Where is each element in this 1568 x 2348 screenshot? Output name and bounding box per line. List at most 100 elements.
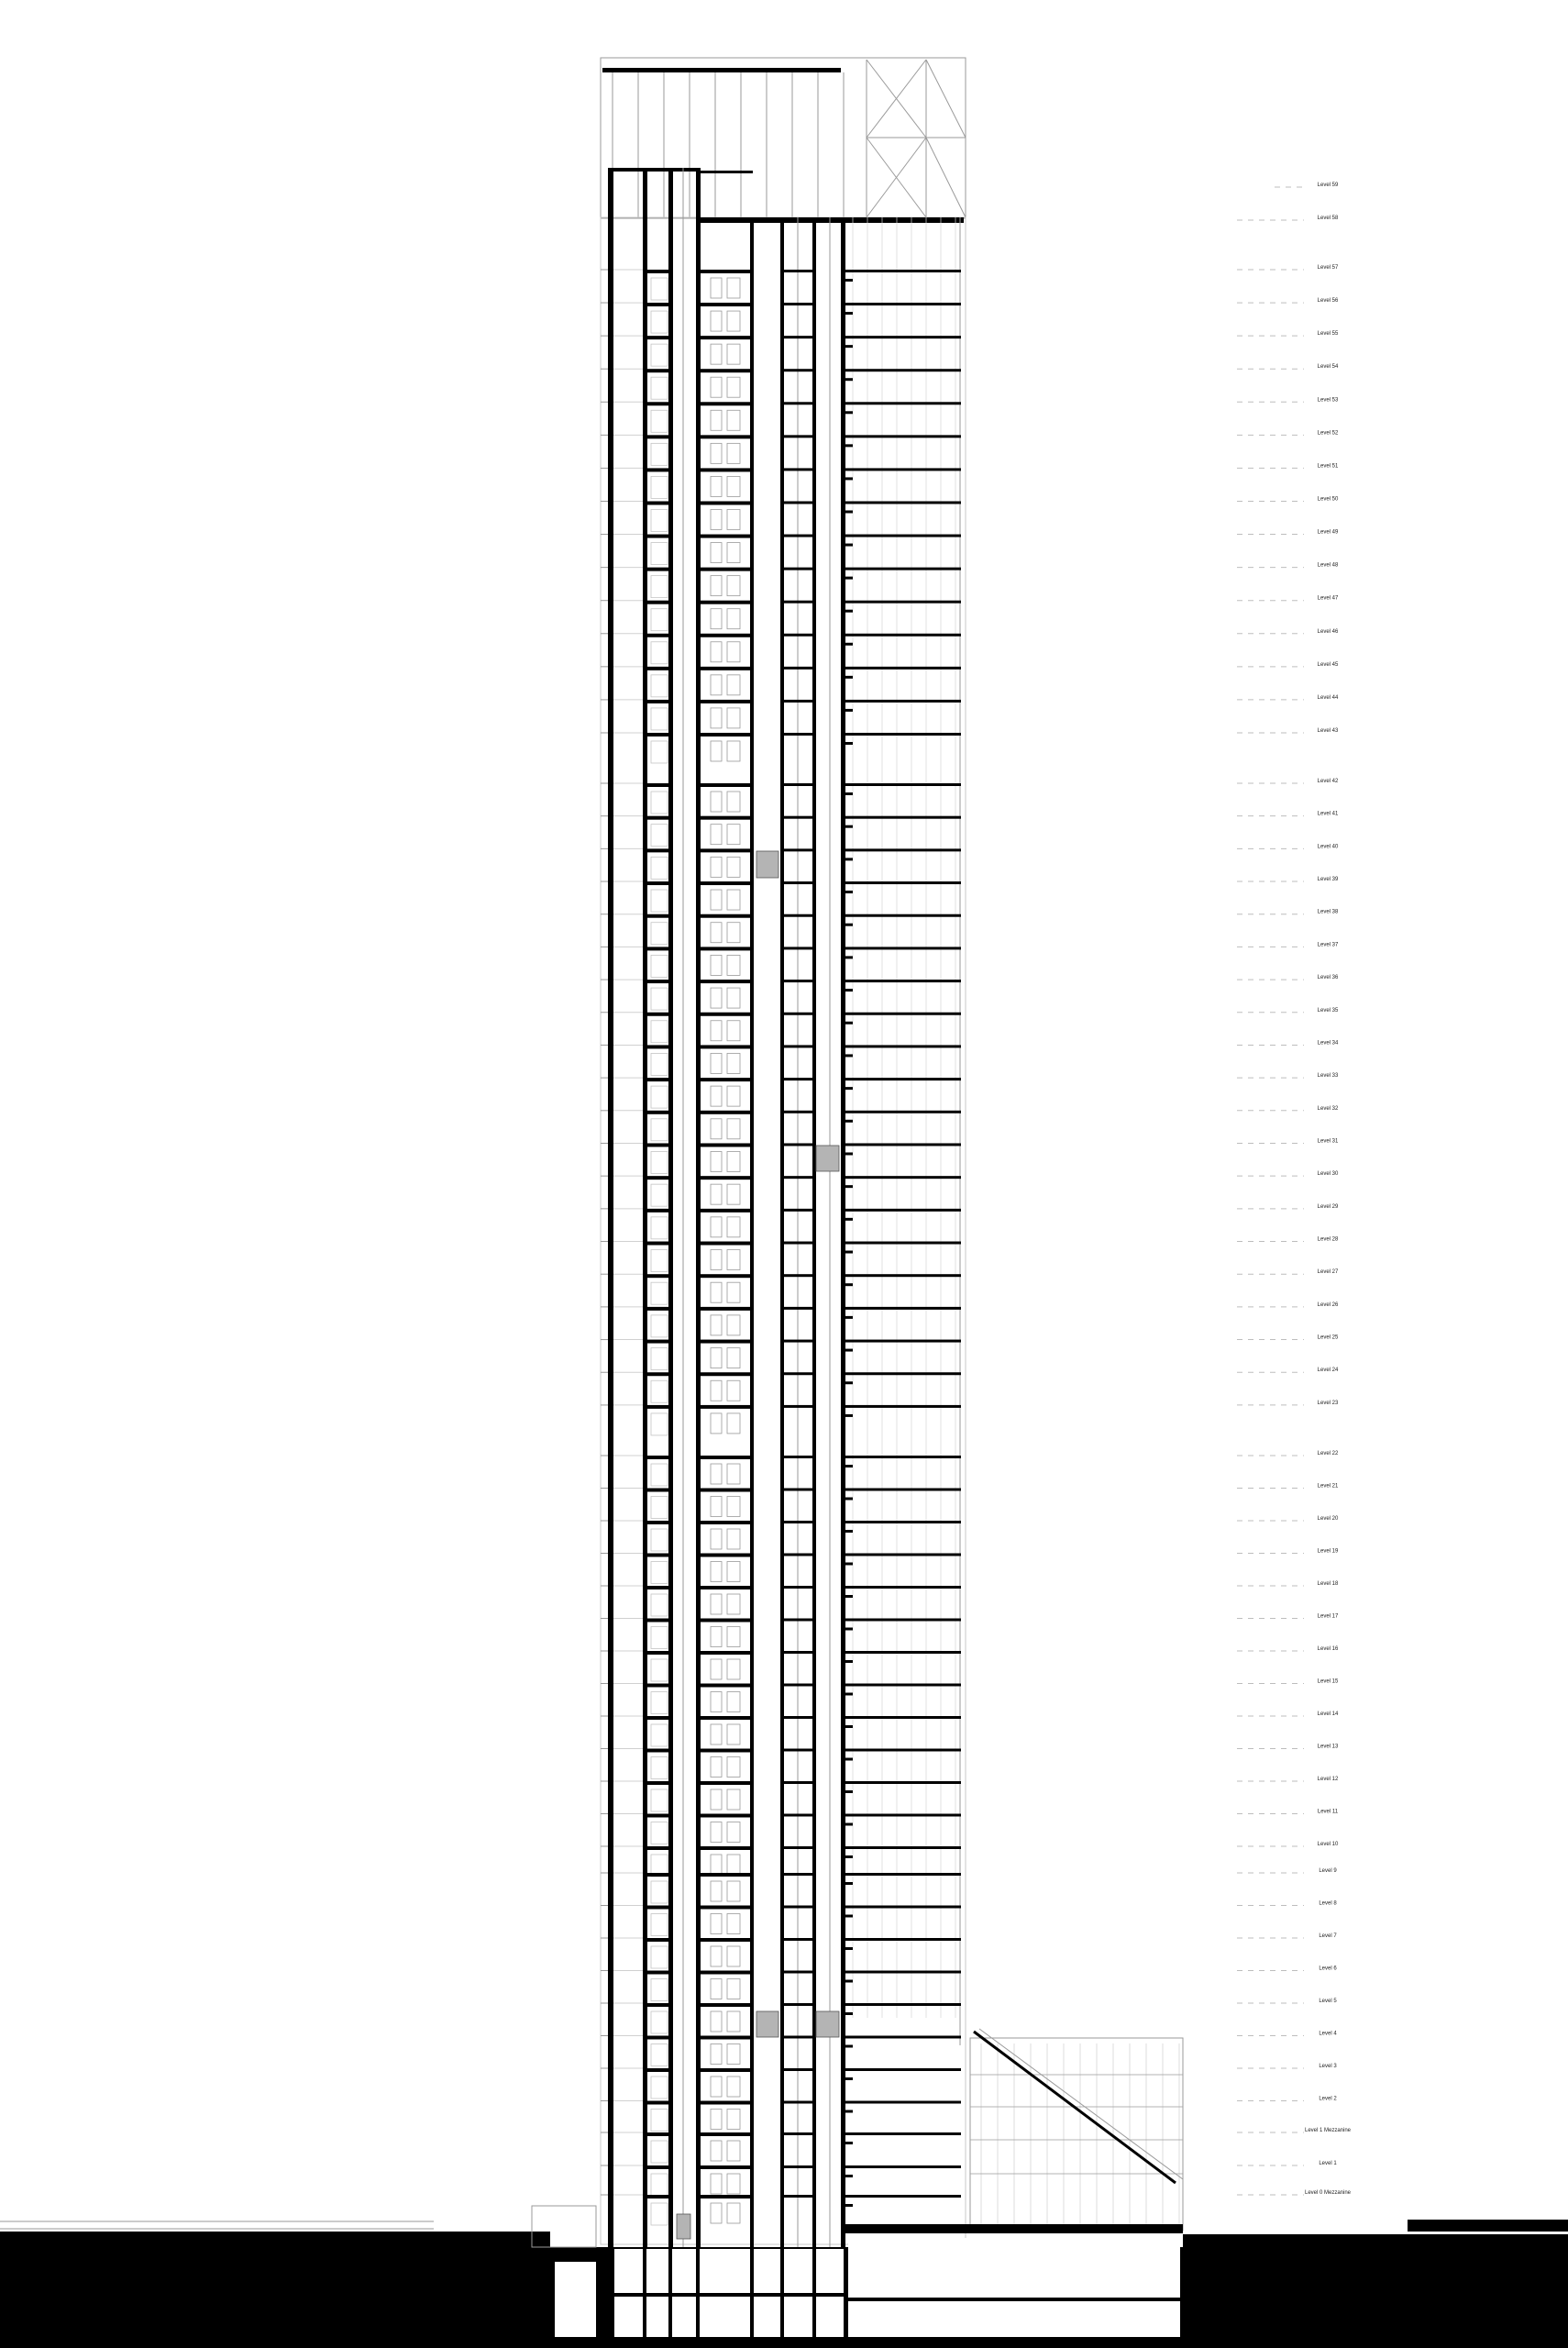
door	[710, 1789, 723, 1811]
door	[710, 1496, 723, 1517]
door	[650, 1183, 668, 1207]
door	[710, 343, 723, 365]
level-marker: Level 49	[1237, 530, 1339, 536]
floor-slab	[645, 732, 670, 737]
floor-slab	[845, 914, 961, 917]
door	[726, 889, 741, 911]
stair-landing	[845, 2077, 853, 2080]
door	[650, 922, 668, 946]
door	[726, 1281, 741, 1303]
level-marker: Level 16	[1237, 1646, 1339, 1652]
floor-slab	[700, 1404, 751, 1409]
diagonal-brace-edge	[978, 2028, 1184, 2180]
door	[726, 1183, 741, 1205]
door	[650, 1945, 668, 1969]
floor-slab	[700, 699, 751, 703]
door	[650, 1626, 668, 1649]
door	[726, 1314, 741, 1336]
floor-slab	[784, 1748, 813, 1752]
level-marker: Level 56	[1237, 298, 1339, 304]
level-label: Level 57	[1318, 265, 1339, 271]
floor-slab	[645, 369, 670, 373]
floor-slab	[784, 1372, 813, 1376]
floor-slab	[784, 303, 813, 306]
floor-slab	[700, 1938, 751, 1942]
floor-slab	[784, 2132, 813, 2135]
stair-landing	[845, 1855, 853, 1858]
stair-landing	[845, 1119, 853, 1123]
door	[726, 1085, 741, 1107]
stair-landing	[845, 1250, 853, 1254]
floor-slab	[845, 1716, 961, 1719]
door	[650, 1151, 668, 1174]
door	[710, 889, 723, 911]
podium-frame	[969, 2037, 1184, 2232]
level-marker: Level 36	[1237, 975, 1339, 980]
door	[710, 608, 723, 630]
floor-slab	[645, 2100, 670, 2105]
core-wall	[812, 217, 816, 2247]
floor-slab	[645, 1241, 670, 1246]
floor-slab	[845, 2132, 961, 2135]
door	[650, 509, 668, 532]
door	[710, 575, 723, 597]
floor-slab	[784, 1905, 813, 1909]
level-marker: Level 15	[1237, 1679, 1339, 1685]
door	[710, 955, 723, 976]
floor-slab	[845, 980, 961, 983]
level-label: Level 5	[1319, 1999, 1337, 2004]
floor-slab	[845, 848, 961, 852]
door	[650, 1379, 668, 1403]
stair-landing	[845, 2012, 853, 2015]
floor-slab	[845, 1683, 961, 1687]
stair-landing	[845, 1497, 853, 1501]
floor-slab	[700, 501, 751, 505]
level-marker: Level 9	[1237, 1868, 1337, 1874]
core-wall	[696, 168, 701, 2247]
floor-slab	[645, 1143, 670, 1147]
door	[650, 1528, 668, 1552]
stair-landing	[845, 1413, 853, 1417]
floor-slab	[700, 2068, 751, 2072]
door	[710, 542, 723, 563]
level-label: Level 2	[1319, 2097, 1337, 2102]
level-label: Level 11	[1318, 1810, 1339, 1815]
floor-slab	[784, 848, 813, 852]
level-marker: Level 37	[1237, 942, 1339, 947]
floor-slab	[784, 815, 813, 819]
level-label: Level 3	[1319, 2064, 1337, 2069]
floor-slab	[845, 435, 961, 438]
floor-slab	[700, 2100, 751, 2105]
door	[726, 2202, 741, 2224]
floor-slab	[700, 1846, 751, 1850]
door	[650, 1314, 668, 1338]
door	[710, 1216, 723, 1238]
floor-slab	[784, 1586, 813, 1589]
podium-section	[845, 2028, 1184, 2233]
door	[650, 1118, 668, 1142]
floor-slab	[645, 1404, 670, 1409]
door	[650, 1723, 668, 1747]
door	[650, 442, 668, 466]
door	[726, 1691, 741, 1712]
diagonal-brace	[973, 2030, 1176, 2185]
door	[650, 277, 668, 301]
stair-landing	[845, 312, 853, 316]
level-label: Level 58	[1318, 216, 1339, 221]
floor-slab	[784, 1846, 813, 1849]
door	[726, 409, 741, 431]
floor-slab	[784, 1521, 813, 1523]
floor-slab	[700, 1748, 751, 1753]
door	[650, 1347, 668, 1370]
floor-slab	[784, 1873, 813, 1876]
floor-slab	[784, 633, 813, 637]
door	[650, 955, 668, 978]
door	[650, 2010, 668, 2034]
floor-slab	[700, 1716, 751, 1720]
door	[726, 1412, 741, 1434]
stair-landing	[845, 1627, 853, 1631]
stair-landing	[845, 2044, 853, 2048]
door	[726, 824, 741, 846]
level-label: Level 53	[1318, 397, 1339, 403]
door	[650, 641, 668, 665]
